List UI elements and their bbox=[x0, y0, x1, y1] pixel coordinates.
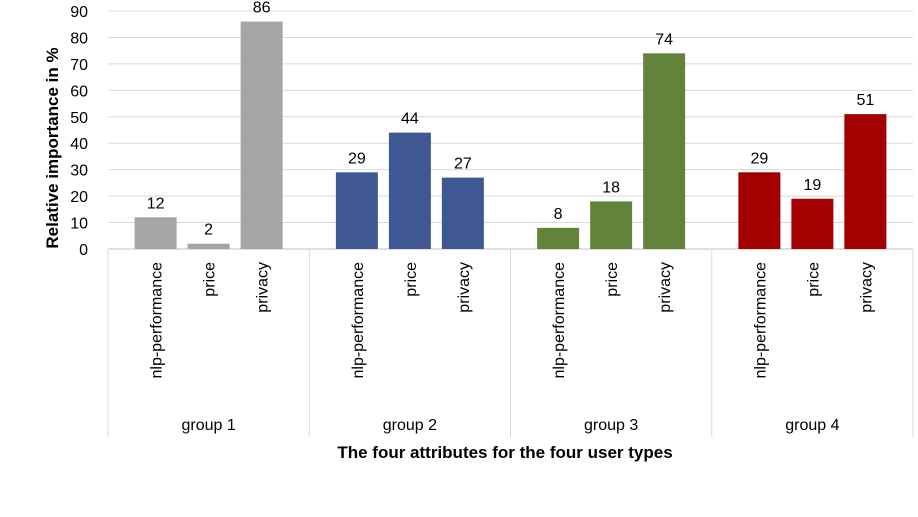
data-label: 74 bbox=[655, 31, 673, 48]
bar bbox=[441, 177, 484, 249]
y-tick-label: 20 bbox=[70, 189, 88, 206]
bars bbox=[134, 21, 887, 250]
category-label: privacy bbox=[255, 262, 272, 313]
bar bbox=[134, 217, 177, 249]
data-label: 29 bbox=[348, 150, 366, 167]
data-label: 27 bbox=[454, 156, 472, 173]
category-labels: nlp-performance price privacy nlp-performan… bbox=[149, 262, 876, 379]
y-axis-title: Relative importance in % bbox=[43, 47, 62, 248]
category-label: price bbox=[604, 262, 621, 297]
bar bbox=[537, 227, 580, 249]
category-label: privacy bbox=[456, 262, 473, 313]
category-label: price bbox=[403, 262, 420, 297]
data-label: 12 bbox=[147, 195, 165, 212]
y-tick-labels: 0 10 20 30 40 50 60 70 80 90 bbox=[70, 4, 88, 259]
group-label: group 1 bbox=[181, 417, 235, 434]
data-label: 2 bbox=[204, 222, 213, 239]
category-label: nlp-performance bbox=[551, 262, 568, 379]
data-label: 8 bbox=[554, 206, 563, 223]
data-labels: 12 2 86 29 44 27 8 18 74 29 19 51 bbox=[147, 0, 875, 239]
group-labels: group 1 group 2 group 3 group 4 bbox=[181, 417, 839, 434]
data-label: 29 bbox=[750, 150, 768, 167]
bar bbox=[643, 53, 686, 249]
data-label: 51 bbox=[856, 92, 874, 109]
data-label: 44 bbox=[401, 111, 419, 128]
y-tick-label: 80 bbox=[70, 30, 88, 47]
category-label: privacy bbox=[657, 262, 674, 313]
y-tick-label: 40 bbox=[70, 136, 88, 153]
category-label: price bbox=[805, 262, 822, 297]
group-label: group 2 bbox=[383, 417, 437, 434]
bar bbox=[844, 114, 887, 249]
category-label: price bbox=[202, 262, 219, 297]
category-label: nlp-performance bbox=[149, 262, 166, 379]
bar bbox=[240, 21, 283, 250]
bar bbox=[187, 243, 230, 249]
x-axis-title: The four attributes for the four user ty… bbox=[337, 443, 672, 462]
bar bbox=[388, 132, 431, 249]
group-label: group 4 bbox=[785, 417, 839, 434]
data-label: 86 bbox=[253, 0, 271, 17]
y-tick-label: 30 bbox=[70, 163, 88, 180]
category-label: privacy bbox=[858, 262, 875, 313]
y-tick-label: 0 bbox=[79, 242, 88, 259]
data-label: 19 bbox=[803, 177, 821, 194]
y-tick-label: 10 bbox=[70, 216, 88, 233]
bar bbox=[738, 172, 781, 249]
y-tick-label: 50 bbox=[70, 110, 88, 127]
category-label: nlp-performance bbox=[752, 262, 769, 379]
bar bbox=[335, 172, 378, 249]
data-label: 18 bbox=[602, 179, 620, 196]
y-tick-label: 70 bbox=[70, 57, 88, 74]
y-tick-label: 60 bbox=[70, 83, 88, 100]
category-label: nlp-performance bbox=[350, 262, 367, 379]
group-label: group 3 bbox=[584, 417, 638, 434]
x-axis bbox=[107, 249, 914, 437]
y-tick-label: 90 bbox=[70, 4, 88, 21]
bar bbox=[590, 201, 633, 249]
bar bbox=[791, 198, 834, 249]
